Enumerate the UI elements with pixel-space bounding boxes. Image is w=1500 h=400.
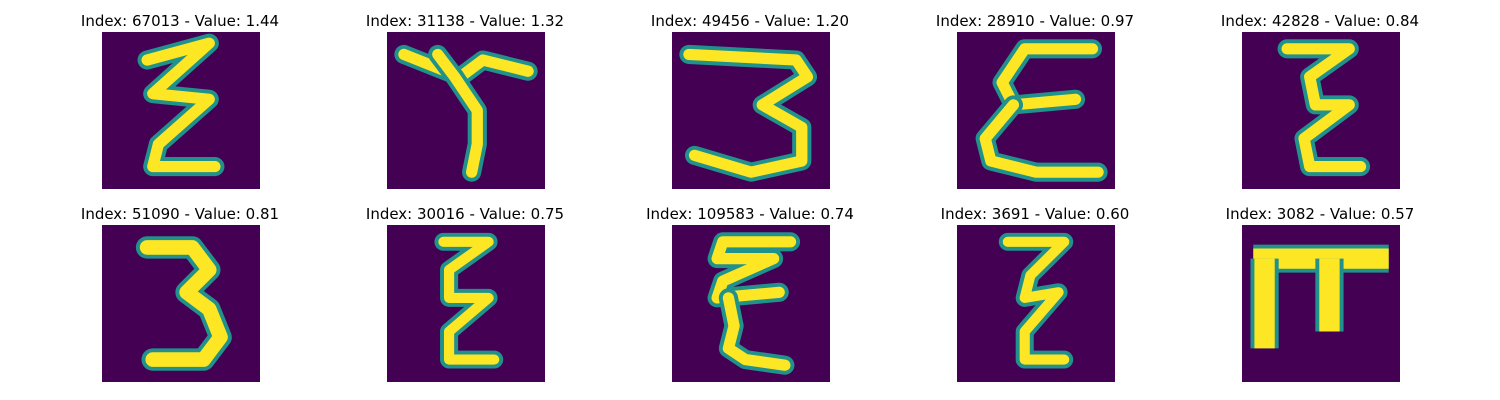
panel-2: Index: 31138 - Value: 1.32 [345, 11, 585, 191]
panel-10: Index: 3082 - Value: 0.57 [1200, 204, 1440, 384]
panel-title: Index: 49456 - Value: 1.20 [650, 12, 850, 30]
panel-7: Index: 30016 - Value: 0.75 [345, 204, 585, 384]
panel-4: Index: 28910 - Value: 0.97 [915, 11, 1155, 191]
panel-title: Index: 109583 - Value: 0.74 [646, 205, 854, 223]
panel-title: Index: 3691 - Value: 0.60 [940, 205, 1130, 223]
epsilon-shape-icon [957, 32, 1115, 189]
zigzag-z-icon [387, 225, 545, 382]
zigzag-z-icon [102, 32, 260, 189]
panel-1: Index: 67013 - Value: 1.44 [60, 11, 300, 191]
t-shape-icon [387, 32, 545, 189]
three-shape-icon [672, 32, 830, 189]
panel-title: Index: 31138 - Value: 1.32 [365, 12, 565, 30]
panel-8: Index: 109583 - Value: 0.74 [630, 204, 870, 384]
panel-title: Index: 51090 - Value: 0.81 [80, 205, 280, 223]
panel-title: Index: 28910 - Value: 0.97 [935, 12, 1135, 30]
pi-shape-icon [1242, 225, 1400, 382]
panel-6: Index: 51090 - Value: 0.81 [60, 204, 300, 384]
epsilon-shape-icon [672, 225, 830, 382]
panel-title: Index: 30016 - Value: 0.75 [365, 205, 565, 223]
three-shape-icon [102, 225, 260, 382]
zigzag-z-icon [957, 225, 1115, 382]
panel-3: Index: 49456 - Value: 1.20 [630, 11, 870, 191]
zigzag-z-icon [1242, 32, 1400, 189]
panel-9: Index: 3691 - Value: 0.60 [915, 204, 1155, 384]
panel-title: Index: 3082 - Value: 0.57 [1225, 205, 1415, 223]
panel-5: Index: 42828 - Value: 0.84 [1200, 11, 1440, 191]
panel-title: Index: 67013 - Value: 1.44 [80, 12, 280, 30]
panel-title: Index: 42828 - Value: 0.84 [1220, 12, 1420, 30]
